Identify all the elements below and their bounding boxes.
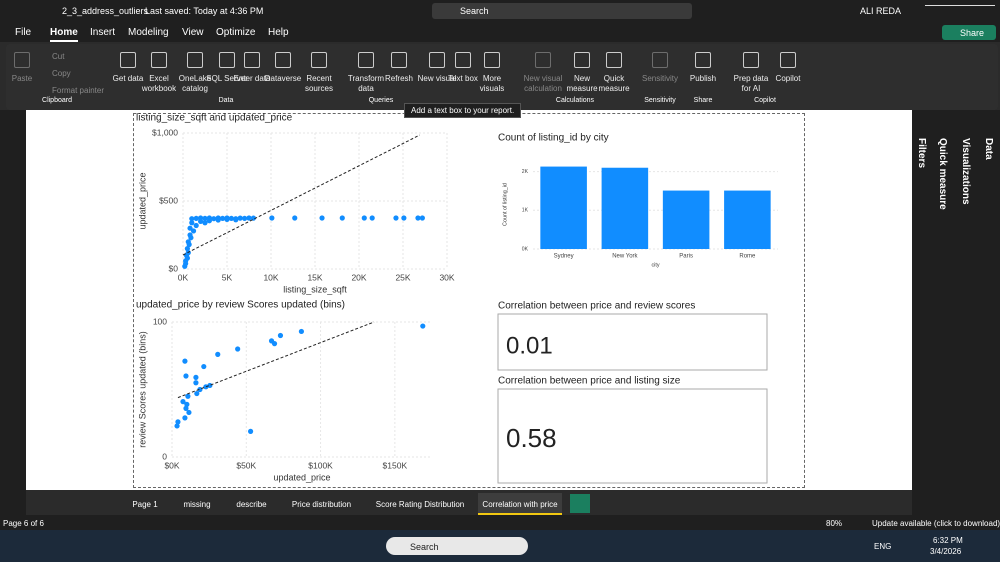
- ribbon-icon[interactable]: [219, 52, 235, 68]
- side-pane-label[interactable]: Visualizations: [960, 138, 971, 205]
- ribbon-small-button[interactable]: Cut: [52, 52, 65, 61]
- ribbon-group-label: Queries: [368, 97, 394, 104]
- ribbon-icon[interactable]: [391, 52, 407, 68]
- tooltip: Add a text box to your report.: [404, 103, 522, 118]
- ribbon-button[interactable]: Paste: [11, 74, 33, 83]
- side-pane-label[interactable]: Data: [983, 138, 994, 160]
- save-status: Last saved: Today at 4:36 PM: [145, 6, 264, 16]
- page-tab-label: missing: [183, 500, 211, 509]
- ribbon-group-label: Data: [218, 97, 234, 104]
- language: ENG: [874, 542, 892, 551]
- page-tab-label: Price distribution: [291, 500, 352, 509]
- ribbon-button[interactable]: New visual calculation: [523, 74, 563, 93]
- page-tab-label: Page 1: [132, 500, 158, 509]
- ribbon-group-label: Share: [693, 97, 713, 104]
- page-tab-label: Score Rating Distribution: [375, 500, 465, 509]
- ribbon-icon[interactable]: [358, 52, 374, 68]
- menu-bar: [0, 22, 1000, 42]
- page-tab-label: Correlation with price: [482, 500, 558, 509]
- ribbon-button[interactable]: Text box: [448, 74, 478, 83]
- clock-time: 6:32 PM: [933, 536, 963, 545]
- update-notice[interactable]: Update available (click to download): [872, 519, 1000, 528]
- ribbon-icon[interactable]: [14, 52, 30, 68]
- menu-item[interactable]: Help: [268, 27, 289, 38]
- window-controls: [925, 5, 995, 15]
- page-indicator: Page 6 of 6: [3, 519, 44, 528]
- ribbon-icon[interactable]: [455, 52, 471, 68]
- ribbon-button[interactable]: Get data: [112, 74, 144, 83]
- side-pane-label[interactable]: Filters: [916, 138, 927, 169]
- ribbon-group-label: Calculations: [555, 97, 595, 104]
- taskbar-search-label: Search: [410, 542, 439, 552]
- ribbon-icon[interactable]: [244, 52, 260, 68]
- side-pane-label[interactable]: Quick measure: [937, 138, 948, 210]
- ribbon-button[interactable]: New measure: [566, 74, 598, 93]
- ribbon-icon[interactable]: [652, 52, 668, 68]
- ribbon-icon[interactable]: [275, 52, 291, 68]
- taskbar-search[interactable]: [386, 537, 528, 555]
- ribbon-icon[interactable]: [151, 52, 167, 68]
- ribbon-button[interactable]: Publish: [689, 74, 717, 83]
- side-panes: [912, 110, 1000, 515]
- menu-item[interactable]: Insert: [90, 27, 116, 38]
- ribbon-button[interactable]: Prep data for AI: [733, 74, 769, 93]
- share-label: Share: [960, 28, 985, 38]
- ribbon-button[interactable]: OneLake catalog: [178, 74, 212, 93]
- share-button[interactable]: [942, 25, 996, 40]
- ribbon-button[interactable]: Excel workbook: [141, 74, 177, 93]
- ribbon-icon[interactable]: [535, 52, 551, 68]
- ribbon: [6, 44, 998, 110]
- user-name: ALI REDA: [860, 6, 902, 16]
- menu-item[interactable]: File: [15, 27, 32, 38]
- report-frame: [133, 113, 805, 488]
- add-page[interactable]: [570, 494, 590, 513]
- ribbon-button[interactable]: Quick measure: [598, 74, 630, 93]
- menu-item[interactable]: Modeling: [128, 27, 169, 38]
- ribbon-button[interactable]: Recent sources: [304, 74, 333, 93]
- ribbon-icon[interactable]: [780, 52, 796, 68]
- zoom-level: 80%: [826, 519, 843, 528]
- ribbon-group-label: Sensitivity: [644, 97, 676, 104]
- tab-bar: [26, 490, 912, 515]
- ribbon-icon[interactable]: [187, 52, 203, 68]
- ribbon-group-label: Clipboard: [42, 97, 72, 104]
- page-tab-label: describe: [236, 500, 267, 509]
- ribbon-button[interactable]: Copilot: [775, 74, 801, 83]
- ribbon-button[interactable]: More visuals: [479, 74, 505, 93]
- ribbon-button[interactable]: Dataverse: [264, 74, 302, 83]
- ribbon-icon[interactable]: [120, 52, 136, 68]
- ribbon-button[interactable]: Refresh: [384, 74, 413, 83]
- search-label: Search: [460, 6, 489, 16]
- status-bar: [0, 515, 1000, 530]
- ribbon-button[interactable]: Transform data: [347, 74, 385, 93]
- search-box[interactable]: [432, 3, 692, 19]
- menu-item[interactable]: View: [182, 27, 204, 38]
- menu-item[interactable]: Optimize: [216, 27, 256, 38]
- file-name: 2_3_address_outliers: [62, 6, 149, 16]
- ribbon-icon[interactable]: [606, 52, 622, 68]
- ribbon-group-label: Copilot: [754, 97, 776, 104]
- page-tab[interactable]: [478, 493, 562, 515]
- ribbon-icon[interactable]: [574, 52, 590, 68]
- ribbon-icon[interactable]: [484, 52, 500, 68]
- ribbon-icon[interactable]: [695, 52, 711, 68]
- ribbon-icon[interactable]: [311, 52, 327, 68]
- ribbon-small-button[interactable]: Format painter: [52, 86, 105, 95]
- ribbon-icon[interactable]: [743, 52, 759, 68]
- ribbon-button[interactable]: Sensitivity: [641, 74, 678, 83]
- ribbon-button[interactable]: Enter data: [233, 74, 271, 83]
- ribbon-button[interactable]: SQL Server: [206, 74, 248, 83]
- menu-item[interactable]: Home: [50, 27, 78, 42]
- left-rail: [0, 110, 26, 515]
- ribbon-small-button[interactable]: Copy: [52, 69, 71, 78]
- ribbon-button[interactable]: New visual: [417, 74, 457, 83]
- clock-date: 3/4/2026: [930, 547, 962, 556]
- ribbon-icon[interactable]: [429, 52, 445, 68]
